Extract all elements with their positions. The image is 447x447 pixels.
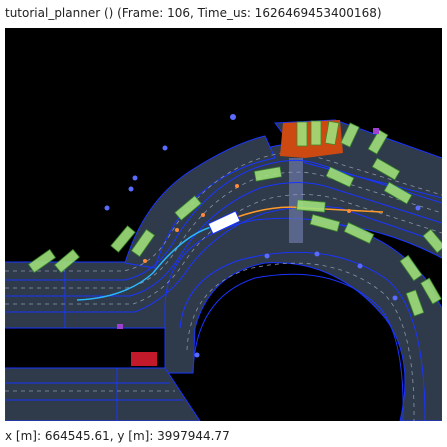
road-segment [124, 135, 276, 269]
lane-line [5, 181, 442, 297]
pedestrian-icon[interactable] [392, 295, 398, 301]
agent-icon[interactable] [117, 324, 123, 329]
pedestrian-icon[interactable] [357, 263, 363, 269]
vehicle-icon[interactable] [383, 181, 413, 205]
vehicle-icon[interactable] [399, 254, 423, 282]
lane-line [179, 251, 426, 421]
lane-centerline [5, 171, 442, 289]
vehicle-icon[interactable] [422, 228, 442, 254]
vehicle-icon[interactable] [343, 222, 375, 244]
vehicle-icon[interactable] [310, 120, 322, 146]
vehicle-icon[interactable] [405, 289, 425, 317]
pedestrian-icon[interactable] [194, 352, 200, 358]
vehicle-icon[interactable] [110, 225, 136, 253]
vehicle-icon[interactable] [253, 166, 283, 182]
vehicle-icon[interactable] [420, 277, 442, 305]
vehicle-icon[interactable] [27, 248, 57, 274]
map-viewport[interactable] [5, 28, 442, 421]
vehicle-icon[interactable] [296, 199, 326, 213]
pedestrians [104, 114, 421, 358]
pedestrian-icon[interactable] [230, 114, 236, 120]
route-path [76, 225, 216, 301]
pedestrian-icon[interactable] [162, 145, 168, 151]
vehicle-icon[interactable] [54, 248, 80, 274]
window-title: tutorial_planner () (Frame: 106, Time_us… [0, 0, 447, 26]
vehicle-icon[interactable] [130, 228, 156, 258]
lane-centerline [186, 262, 415, 421]
lane-line [5, 159, 442, 281]
pedestrian-icon[interactable] [314, 251, 320, 257]
vehicles [27, 120, 442, 317]
vehicle-icon[interactable] [325, 166, 355, 188]
pedestrian-icon[interactable] [132, 175, 138, 181]
pedestrian-icon[interactable] [128, 186, 134, 192]
vehicle-icon[interactable] [371, 157, 401, 181]
vehicle-icon[interactable] [174, 195, 202, 221]
agent-icon[interactable] [373, 128, 379, 134]
road-segment [5, 367, 201, 421]
pedestrian-icon[interactable] [415, 205, 421, 211]
lane-centerline [5, 152, 442, 272]
vehicle-icon[interactable] [324, 120, 340, 146]
agent-icon[interactable] [347, 209, 351, 213]
agent-icon[interactable] [235, 184, 239, 188]
stop-line-icon [131, 352, 157, 366]
lane-centerlines [5, 152, 442, 421]
scene-canvas[interactable] [5, 28, 442, 421]
ego-vehicle-icon[interactable] [207, 210, 241, 235]
cursor-coordinates: x [m]: 664545.61, y [m]: 3997944.77 [5, 429, 230, 443]
vehicle-icon[interactable] [309, 214, 341, 232]
lane-centerline [5, 194, 442, 305]
agent-icon[interactable] [201, 213, 205, 217]
vehicle-icon[interactable] [367, 129, 389, 155]
pedestrian-icon[interactable] [264, 253, 270, 259]
agent-icon[interactable] [143, 259, 147, 263]
agents [117, 128, 379, 329]
agent-icon[interactable] [175, 228, 179, 232]
lane-line [192, 273, 404, 421]
vehicle-icon[interactable] [296, 121, 308, 147]
pedestrian-icon[interactable] [104, 205, 110, 211]
vehicle-icon[interactable] [340, 122, 360, 148]
crosswalk [289, 158, 303, 243]
small-agents [143, 184, 351, 263]
